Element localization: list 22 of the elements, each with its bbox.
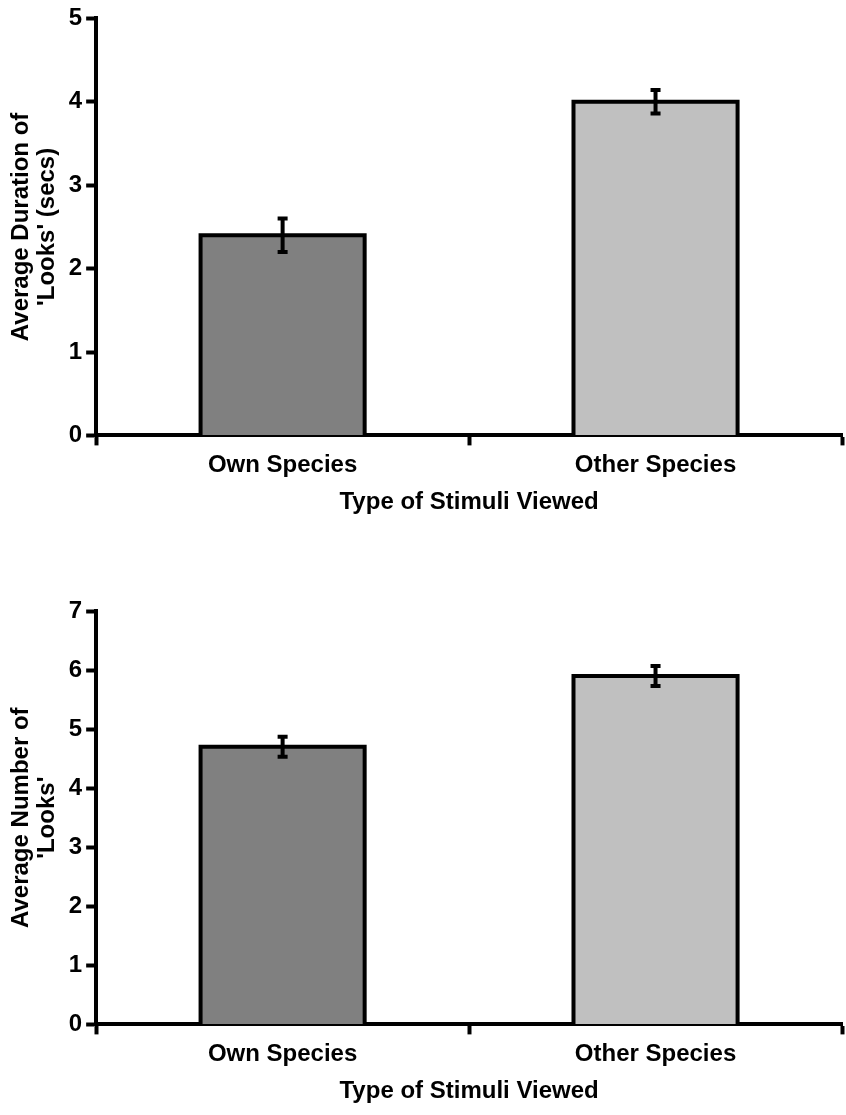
x-tick-label: Other Species (574, 1039, 737, 1067)
y-tick-label: 3 (68, 169, 83, 197)
y-tick-label: 2 (68, 890, 83, 918)
y-tick-label: 4 (68, 86, 83, 114)
y-tick-label: 7 (68, 595, 83, 623)
x-axis-title: Type of Stimuli Viewed (339, 1076, 599, 1104)
y-tick-label: 3 (68, 831, 83, 859)
x-tick-label: Other Species (574, 450, 737, 478)
y-tick-label: 6 (68, 654, 83, 682)
y-tick-label: 5 (68, 713, 83, 741)
y-tick-label: 0 (68, 1009, 83, 1037)
x-tick-label: Own Species (207, 450, 358, 478)
y-tick-label: 4 (68, 772, 83, 800)
y-axis-title: Average Duration of 'Looks' (secs) (5, 111, 60, 342)
y-tick-label: 0 (68, 420, 83, 448)
x-axis-title: Type of Stimuli Viewed (339, 487, 599, 515)
y-tick-label: 1 (68, 336, 83, 364)
y-axis-title: Average Number of 'Looks' (5, 706, 60, 928)
y-tick-label: 1 (68, 949, 83, 977)
y-tick-label: 5 (68, 3, 83, 31)
x-tick-label: Own Species (207, 1039, 358, 1067)
y-tick-label: 2 (68, 253, 83, 281)
